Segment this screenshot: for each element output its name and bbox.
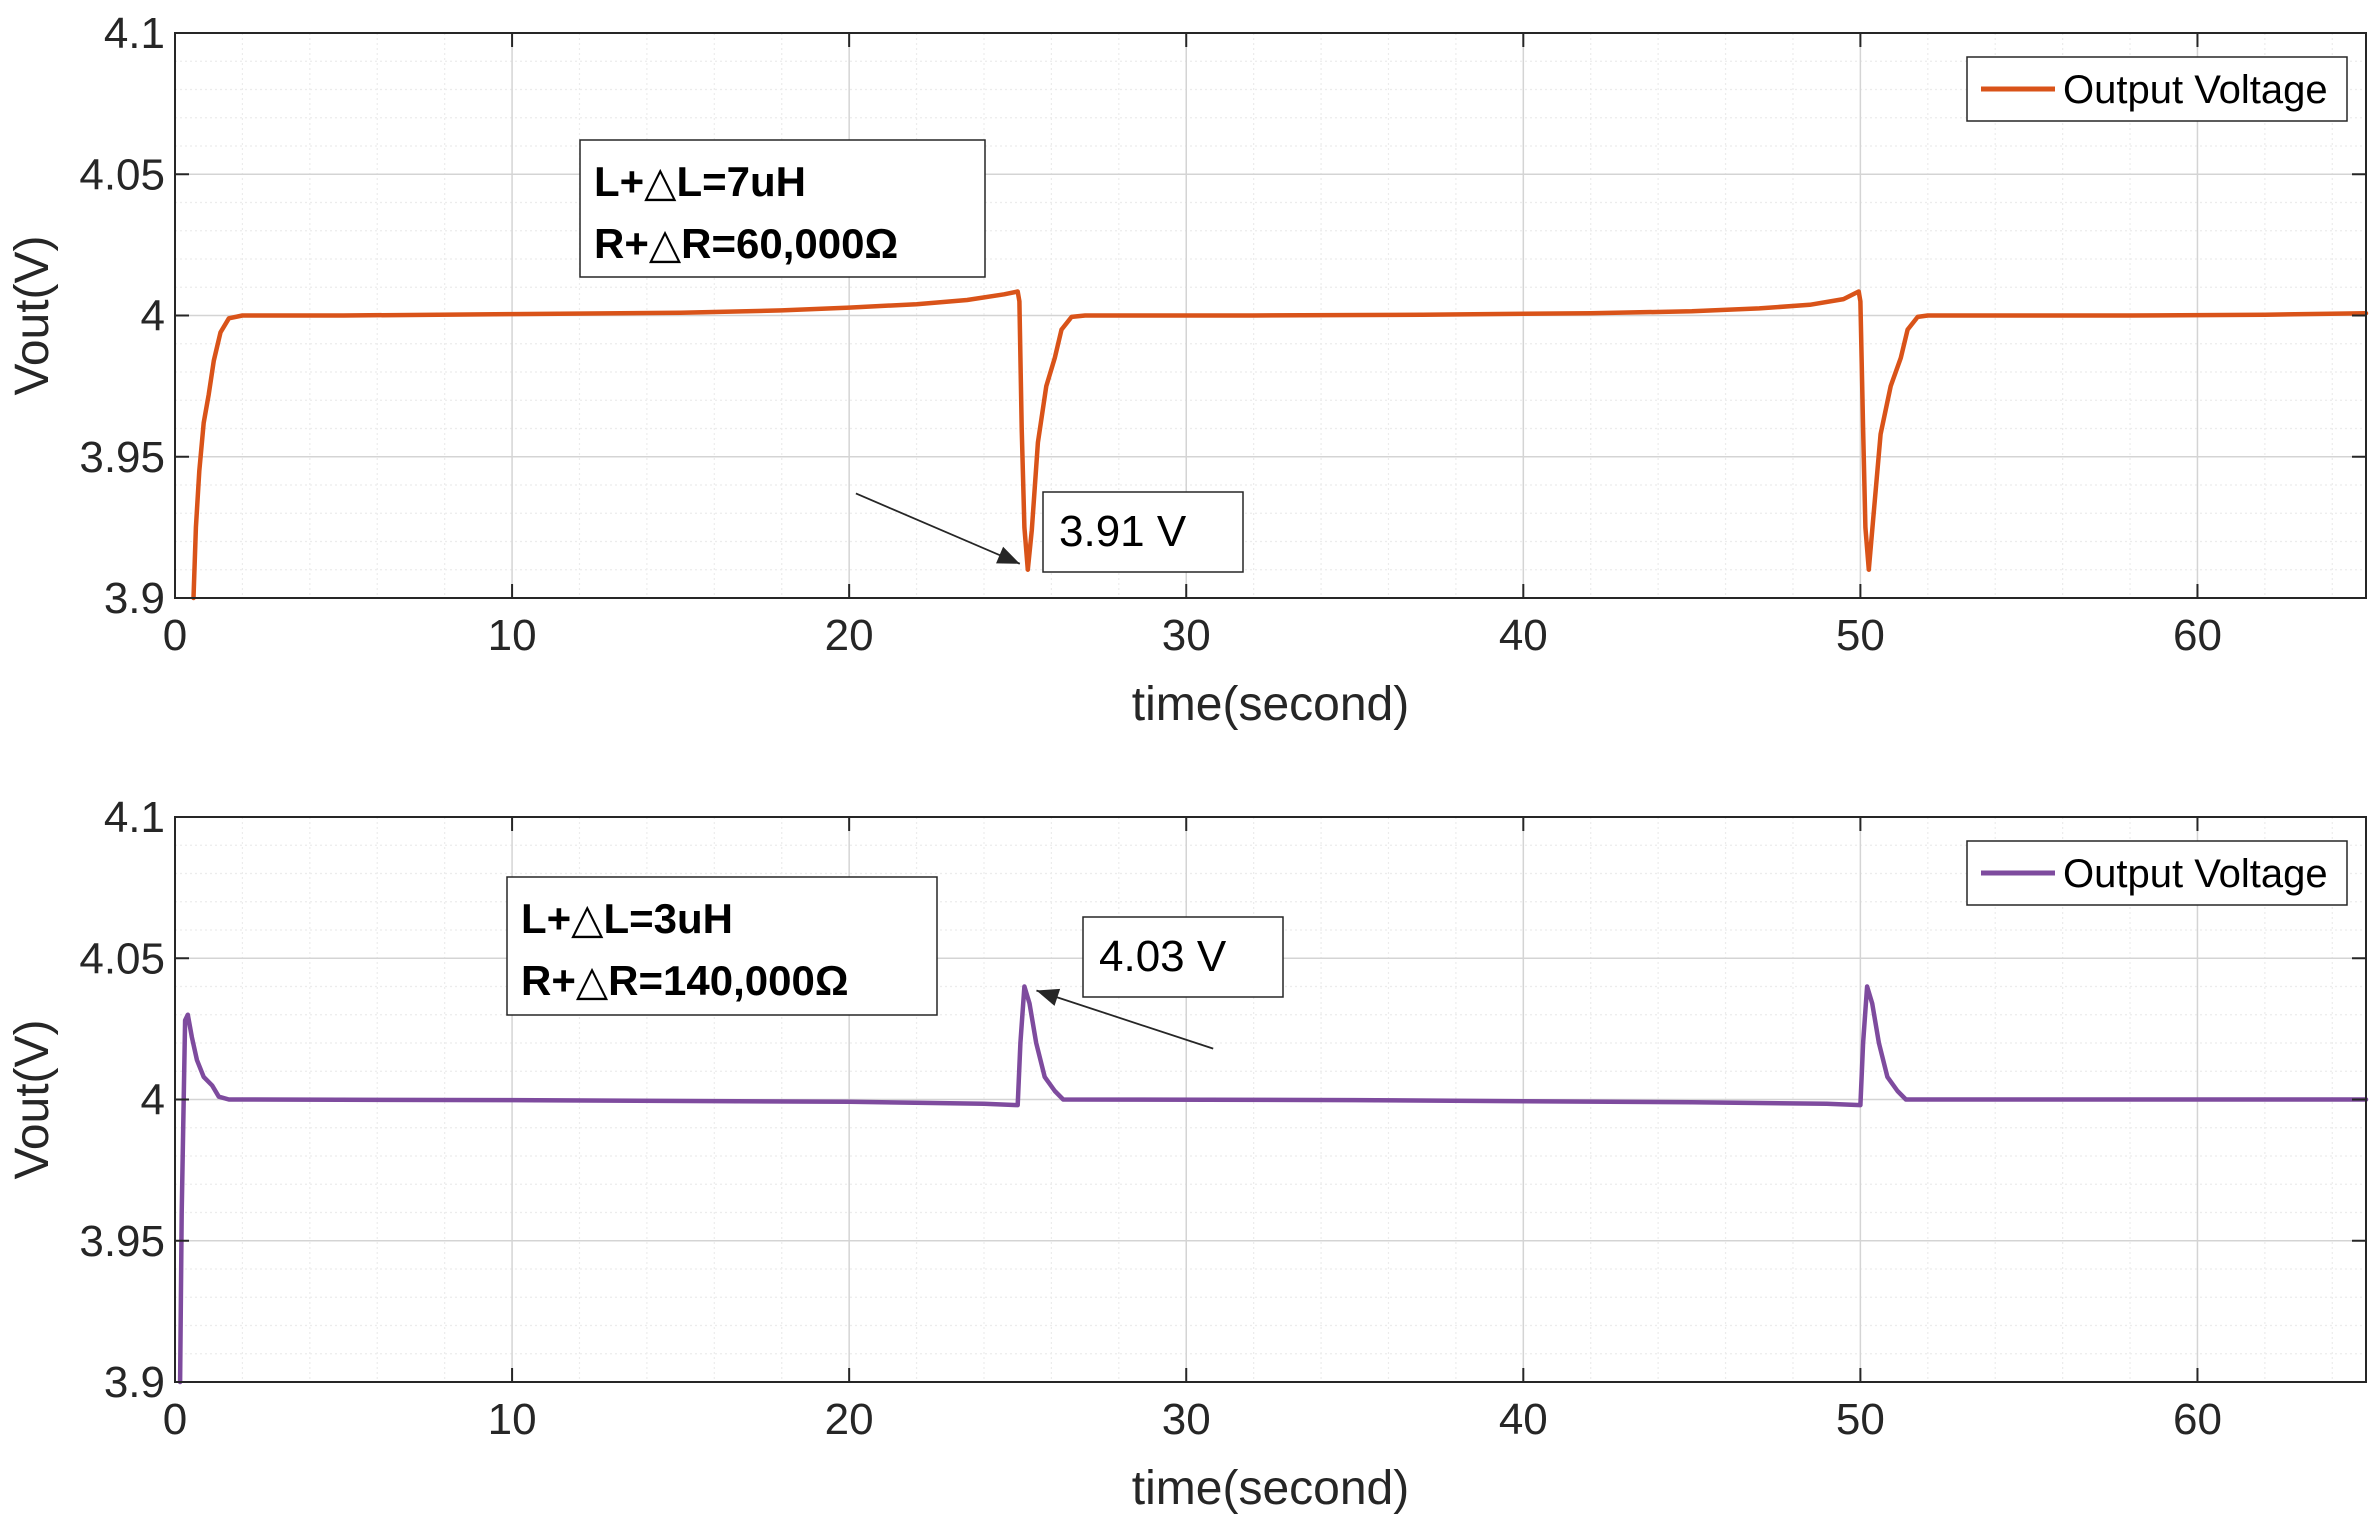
- legend: Output Voltage: [1966, 56, 2348, 122]
- x-axis-label: time(second): [1132, 678, 1409, 731]
- x-tick-label: 10: [488, 611, 537, 660]
- x-tick-label: 20: [825, 1395, 874, 1444]
- parameter-line: R+△R=140,000Ω: [521, 957, 849, 1004]
- callout-arrow-line: [1036, 989, 1214, 1050]
- series-line-1: [191, 289, 2369, 601]
- series-line-1: [177, 984, 2369, 1385]
- y-tick-label: 3.95: [79, 433, 165, 482]
- x-tick-label: 20: [825, 611, 874, 660]
- y-tick-label: 4: [141, 292, 165, 341]
- parameter-line: R+△R=60,000Ω: [594, 220, 898, 267]
- x-tick-label: 50: [1836, 611, 1885, 660]
- callout-arrow-head: [1036, 988, 1061, 1006]
- x-tick-label: 30: [1162, 611, 1211, 660]
- chart-panel-2: 0 10 20 30 40 50 60 3.9 3.95 4 4.05 4.1 time(second)…: [6, 793, 2369, 1515]
- chart-panel-1: 0 10 20 30 40 50 60 3.9 3.95 4 4.05 4.1 time(second)…: [6, 9, 2369, 731]
- callout-value-label: 4.03 V: [1099, 932, 1227, 981]
- x-tick-label: 60: [2173, 611, 2222, 660]
- y-tick-label: 4.05: [79, 934, 165, 983]
- callout-box: [1042, 491, 1244, 573]
- value-callout: 3.91 V: [855, 491, 1244, 573]
- callout-value-label: 3.91 V: [1059, 507, 1187, 556]
- x-tick-label: 60: [2173, 1395, 2222, 1444]
- x-tick-label: 30: [1162, 1395, 1211, 1444]
- callout-arrow-head: [996, 546, 1020, 564]
- parameter-box: [579, 139, 986, 278]
- y-tick-label: 3.9: [104, 574, 165, 623]
- y-tick-label: 4.1: [104, 793, 165, 842]
- parameter-annotation: L+△L=3uH R+△R=140,000Ω: [506, 876, 938, 1016]
- y-tick-label: 3.9: [104, 1358, 165, 1407]
- legend-label: Output Voltage: [2063, 68, 2328, 112]
- x-tick-label: 40: [1499, 1395, 1548, 1444]
- x-tick-label: 10: [488, 1395, 537, 1444]
- callout-box: [1082, 916, 1284, 998]
- y-tick-label: 4.1: [104, 9, 165, 58]
- x-tick-label: 0: [163, 1395, 187, 1444]
- legend: Output Voltage: [1966, 840, 2348, 906]
- y-tick-label: 3.95: [79, 1217, 165, 1266]
- legend-label: Output Voltage: [2063, 852, 2328, 896]
- parameter-annotation: L+△L=7uH R+△R=60,000Ω: [579, 139, 986, 278]
- value-callout: 4.03 V: [1036, 916, 1284, 1050]
- y-tick-label: 4.05: [79, 150, 165, 199]
- y-tick-label: 4: [141, 1076, 165, 1125]
- parameter-line: L+△L=7uH: [594, 158, 806, 205]
- x-tick-label: 0: [163, 611, 187, 660]
- x-tick-label: 40: [1499, 611, 1548, 660]
- y-axis-label: Vout(V): [6, 1019, 59, 1179]
- x-axis-label: time(second): [1132, 1462, 1409, 1515]
- parameter-box: [506, 876, 938, 1016]
- x-tick-label: 50: [1836, 1395, 1885, 1444]
- callout-arrow-line: [855, 492, 1021, 565]
- parameter-line: L+△L=3uH: [521, 895, 733, 942]
- ticks: [174, 816, 2366, 1383]
- y-axis-label: Vout(V): [6, 235, 59, 395]
- ticks: [174, 32, 2366, 599]
